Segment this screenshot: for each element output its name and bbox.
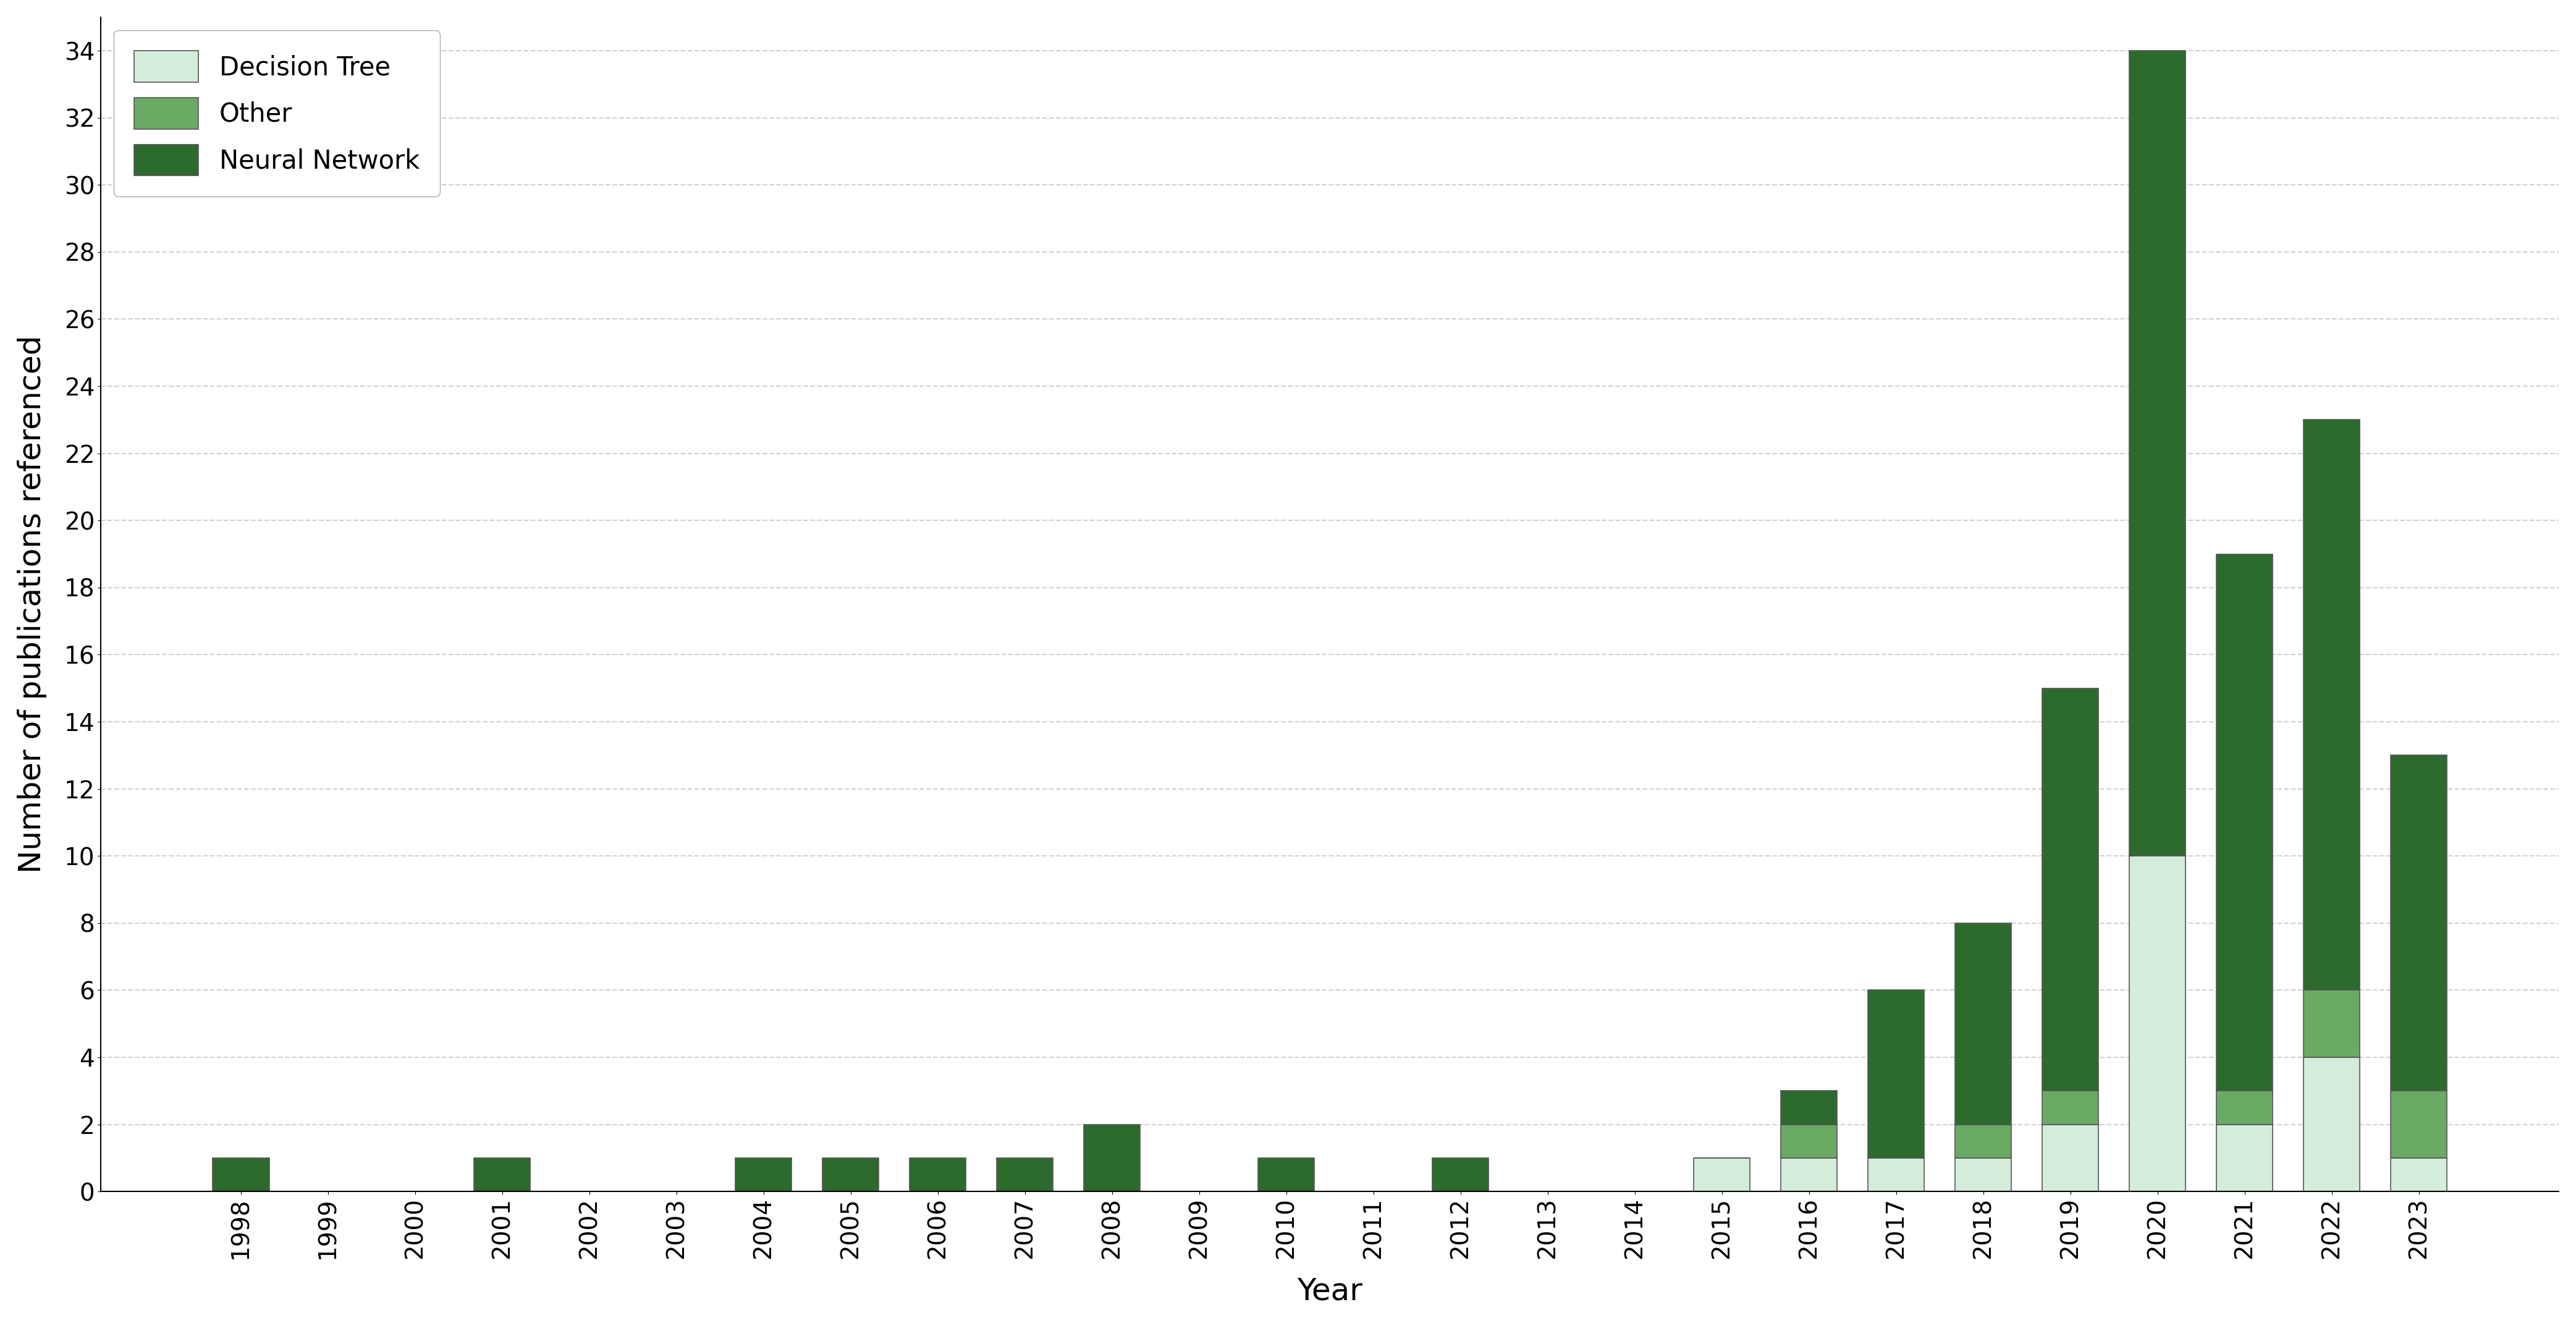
Bar bbox=[909, 1158, 966, 1192]
Bar bbox=[1955, 923, 2012, 1125]
Legend: Decision Tree, Other, Neural Network: Decision Tree, Other, Neural Network bbox=[113, 30, 440, 196]
Bar bbox=[822, 1158, 878, 1192]
Bar bbox=[2215, 554, 2272, 1091]
Bar bbox=[474, 1158, 531, 1192]
Bar bbox=[1780, 1125, 1837, 1158]
Bar bbox=[1780, 1158, 1837, 1192]
Bar bbox=[211, 1158, 268, 1192]
Bar bbox=[1868, 990, 1924, 1158]
Bar bbox=[1780, 1091, 1837, 1125]
Bar bbox=[2303, 990, 2360, 1057]
Bar bbox=[2215, 1125, 2272, 1192]
Bar bbox=[2043, 1091, 2099, 1125]
Bar bbox=[997, 1158, 1054, 1192]
Bar bbox=[734, 1158, 791, 1192]
Y-axis label: Number of publications referenced: Number of publications referenced bbox=[18, 335, 46, 873]
Bar bbox=[1955, 1125, 2012, 1158]
X-axis label: Year: Year bbox=[1298, 1277, 1363, 1306]
Bar bbox=[2391, 1091, 2447, 1158]
Bar bbox=[2130, 856, 2187, 1192]
Bar bbox=[1955, 1158, 2012, 1192]
Bar bbox=[2043, 1125, 2099, 1192]
Bar bbox=[2043, 688, 2099, 1091]
Bar bbox=[2130, 50, 2187, 856]
Bar bbox=[2303, 1057, 2360, 1192]
Bar bbox=[1432, 1158, 1489, 1192]
Bar bbox=[1868, 1158, 1924, 1192]
Bar bbox=[1084, 1125, 1141, 1192]
Bar bbox=[2215, 1091, 2272, 1125]
Bar bbox=[1257, 1158, 1314, 1192]
Bar bbox=[2391, 1158, 2447, 1192]
Bar bbox=[2303, 419, 2360, 990]
Bar bbox=[2391, 755, 2447, 1091]
Bar bbox=[1692, 1158, 1749, 1192]
